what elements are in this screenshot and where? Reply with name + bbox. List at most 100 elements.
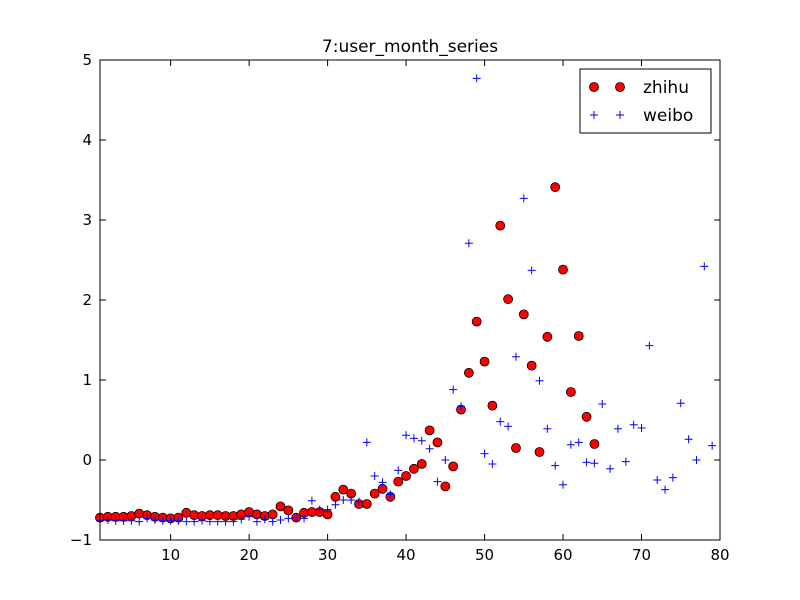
x-tick-label: 70 [632,546,651,564]
point-weibo [653,476,662,484]
point-zhihu [550,182,561,193]
y-tick-label: 3 [82,211,92,229]
point-zhihu [471,316,482,327]
point-weibo [621,457,630,466]
y-tick-label: 5 [82,51,92,69]
y-tick-label: 4 [82,131,92,149]
point-zhihu [338,484,349,495]
point-zhihu [361,499,372,509]
point-zhihu [440,481,451,492]
point-zhihu [401,471,411,481]
point-weibo [143,514,152,523]
point-zhihu [503,294,514,305]
x-tick-label: 30 [318,546,337,564]
point-weibo [527,266,536,275]
point-weibo [488,460,497,468]
point-weibo [613,424,622,433]
point-weibo [150,516,159,524]
point-zhihu [558,264,568,275]
point-weibo [339,496,348,504]
point-weibo [692,456,701,464]
point-weibo [676,399,685,408]
point-weibo [378,478,387,487]
point-weibo [135,517,144,526]
legend-marker-weibo [590,111,598,119]
point-weibo [566,440,575,449]
legend-label-zhihu: zhihu [643,78,689,98]
x-tick-label: 50 [475,546,494,564]
point-weibo [158,516,167,525]
point-zhihu [416,459,427,469]
point-weibo [268,517,277,526]
point-zhihu [463,367,474,378]
point-weibo [417,436,426,445]
point-weibo [127,516,136,525]
point-zhihu [479,356,490,367]
point-weibo [464,239,473,248]
point-weibo [645,341,654,350]
point-weibo [606,464,615,473]
point-weibo [551,461,560,470]
legend: zhihu weibo [579,68,712,134]
point-weibo [182,517,191,526]
axes: 10 20 30 40 50 60 70 80 −1 0 1 2 3 4 5 [70,51,730,564]
point-zhihu [393,476,404,487]
point-weibo [300,514,309,523]
point-weibo [174,516,183,525]
point-weibo [441,456,450,464]
point-weibo [386,490,395,499]
point-weibo [198,516,207,525]
point-weibo [543,424,552,433]
point-weibo [166,516,175,525]
series-weibo [96,74,717,526]
point-weibo [190,517,199,526]
point-weibo [292,513,301,522]
plot-area [95,60,720,540]
point-weibo [559,480,568,489]
point-weibo [574,438,583,447]
point-weibo [457,402,466,411]
point-weibo [661,485,670,494]
point-weibo [103,516,112,524]
x-tick-label: 20 [240,546,259,564]
point-weibo [307,496,316,505]
point-zhihu [283,505,294,516]
point-weibo [213,517,222,526]
point-zhihu [267,509,278,520]
point-weibo [496,417,505,426]
point-weibo [668,473,677,482]
point-zhihu [432,437,443,448]
point-weibo [425,444,434,453]
x-tick-label: 40 [397,546,416,564]
point-weibo [370,472,379,480]
point-weibo [237,515,246,524]
point-zhihu [518,309,529,320]
point-zhihu [330,491,341,502]
point-weibo [582,458,591,467]
x-tick-label: 60 [553,546,572,564]
point-zhihu [526,360,537,371]
point-weibo [504,422,513,431]
point-weibo [684,435,693,444]
legend-item-zhihu: zhihu [589,78,689,98]
point-weibo [229,517,238,526]
point-weibo [511,352,520,361]
legend-marker-weibo [616,111,624,119]
point-zhihu [573,331,584,341]
point-weibo [111,516,120,525]
y-tick-label: 2 [82,291,92,309]
point-weibo [331,500,340,509]
point-weibo [284,514,293,523]
point-zhihu [487,400,498,411]
point-weibo [252,517,261,526]
point-zhihu [252,509,262,520]
point-weibo [472,74,481,83]
point-weibo [323,505,332,514]
point-zhihu [424,425,435,436]
point-weibo [394,466,403,475]
y-tick-label: 0 [82,451,92,469]
point-weibo [433,477,442,486]
legend-box [579,68,712,134]
point-weibo [590,459,599,468]
